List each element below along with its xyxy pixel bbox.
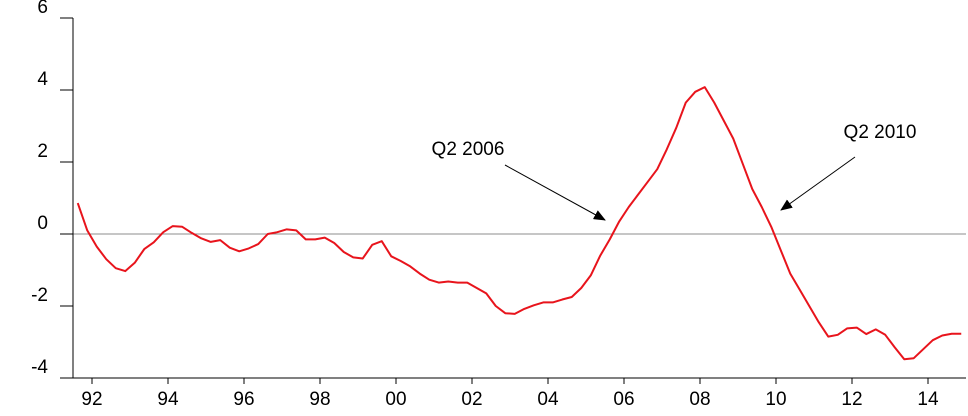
- y-tick-label: -2: [31, 285, 48, 306]
- annotation: Q2 2010: [844, 122, 917, 143]
- arrow: [780, 156, 856, 211]
- x-tick-label: 12: [841, 389, 862, 410]
- y-tick-label: 4: [37, 69, 48, 90]
- x-tick-label: 08: [689, 389, 710, 410]
- x-tick-label: 00: [385, 389, 406, 410]
- line: [76, 86, 962, 361]
- y-tick-label: 2: [37, 141, 48, 162]
- y-tick-label: -4: [31, 357, 48, 378]
- x-tick-label: 06: [613, 389, 634, 410]
- x-tick-label: 10: [765, 389, 786, 410]
- x-tick-label: 14: [917, 389, 939, 410]
- y-tick-label: 6: [37, 0, 48, 18]
- arrow: [504, 164, 606, 221]
- x-tick-label: 02: [461, 389, 482, 410]
- x-tick-label: 96: [233, 389, 254, 410]
- x-tick-label: 92: [81, 389, 102, 410]
- annotation: Q2 2006: [432, 139, 505, 160]
- x-tick-label: 98: [309, 389, 330, 410]
- x-tick-label: 94: [157, 389, 179, 410]
- y-tick-label: 0: [37, 213, 48, 234]
- x-tick-label: 04: [537, 389, 559, 410]
